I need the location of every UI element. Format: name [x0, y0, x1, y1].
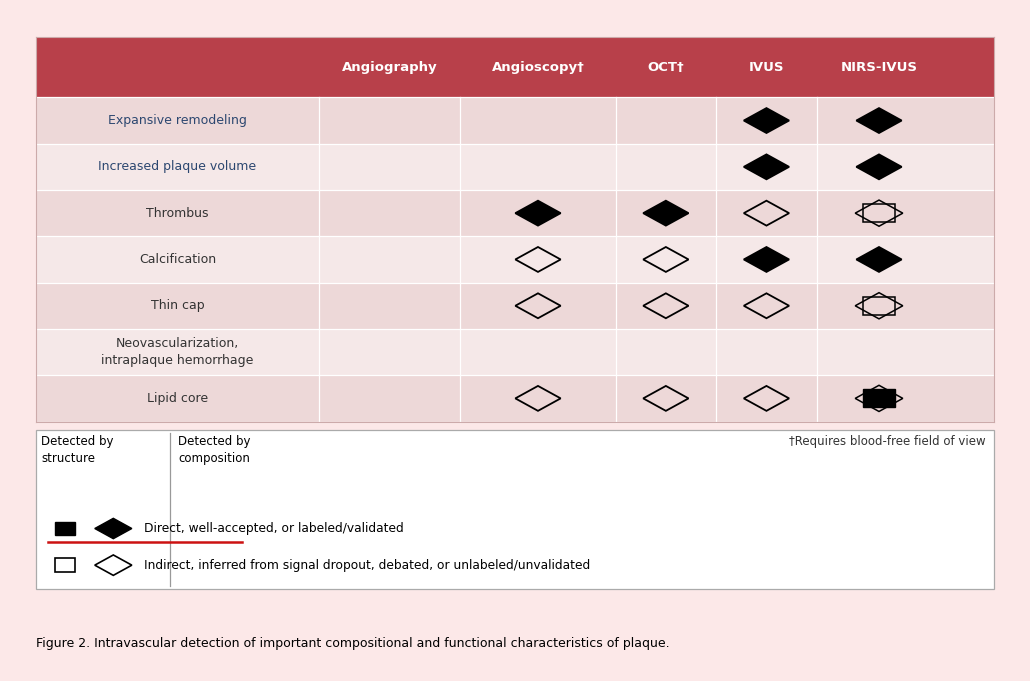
- Polygon shape: [856, 108, 901, 133]
- Text: Lipid core: Lipid core: [147, 392, 208, 405]
- Text: Expansive remodeling: Expansive remodeling: [108, 114, 247, 127]
- FancyBboxPatch shape: [36, 430, 994, 589]
- FancyBboxPatch shape: [36, 97, 994, 144]
- Text: Increased plaque volume: Increased plaque volume: [98, 160, 256, 174]
- Polygon shape: [856, 155, 901, 179]
- Polygon shape: [744, 155, 789, 179]
- FancyBboxPatch shape: [36, 144, 994, 190]
- Text: Angioscopy†: Angioscopy†: [491, 61, 584, 74]
- Polygon shape: [55, 558, 75, 572]
- FancyBboxPatch shape: [36, 37, 994, 97]
- FancyBboxPatch shape: [36, 283, 994, 329]
- Text: IVUS: IVUS: [749, 61, 784, 74]
- Text: NIRS-IVUS: NIRS-IVUS: [840, 61, 918, 74]
- Text: Detected by
composition: Detected by composition: [178, 435, 250, 464]
- Polygon shape: [95, 555, 132, 575]
- Polygon shape: [744, 108, 789, 133]
- Text: Thin cap: Thin cap: [150, 299, 204, 313]
- Text: Direct, well-accepted, or labeled/validated: Direct, well-accepted, or labeled/valida…: [144, 522, 404, 535]
- Text: Detected by
structure: Detected by structure: [41, 435, 113, 464]
- FancyBboxPatch shape: [36, 236, 994, 283]
- Text: OCT†: OCT†: [648, 61, 684, 74]
- Text: Calcification: Calcification: [139, 253, 216, 266]
- Polygon shape: [515, 201, 560, 225]
- Polygon shape: [744, 247, 789, 272]
- Text: Indirect, inferred from signal dropout, debated, or unlabeled/unvalidated: Indirect, inferred from signal dropout, …: [144, 558, 590, 571]
- Polygon shape: [643, 201, 688, 225]
- FancyBboxPatch shape: [36, 375, 994, 422]
- Text: Angiography: Angiography: [342, 61, 438, 74]
- Polygon shape: [856, 247, 901, 272]
- Polygon shape: [55, 522, 75, 535]
- Text: Thrombus: Thrombus: [146, 206, 209, 220]
- Polygon shape: [95, 518, 132, 539]
- Text: Neovascularization,
intraplaque hemorrhage: Neovascularization, intraplaque hemorrha…: [101, 337, 253, 367]
- Text: †Requires blood-free field of view: †Requires blood-free field of view: [789, 435, 986, 448]
- Text: Figure 2. Intravascular detection of important compositional and functional char: Figure 2. Intravascular detection of imp…: [36, 637, 670, 650]
- FancyBboxPatch shape: [36, 190, 994, 236]
- FancyBboxPatch shape: [36, 329, 994, 375]
- Polygon shape: [863, 390, 895, 407]
